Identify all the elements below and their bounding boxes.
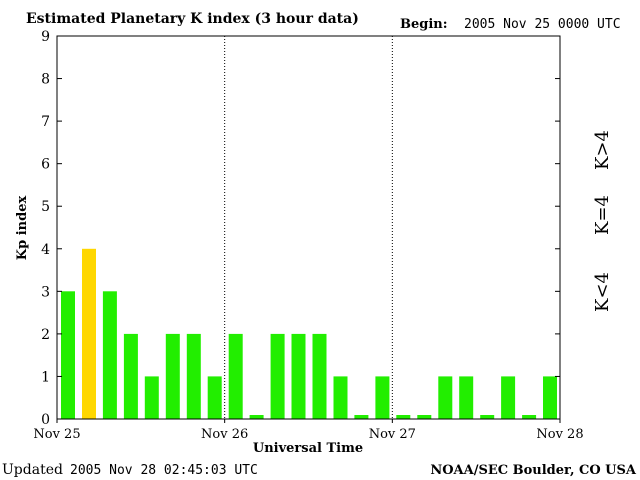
bar-18 xyxy=(438,376,452,419)
x-tick-label-1: Nov 26 xyxy=(201,427,248,442)
bar-16 xyxy=(396,415,410,419)
bar-9 xyxy=(250,415,264,419)
begin-value: 2005 Nov 25 0000 UTC xyxy=(464,17,621,32)
y-tick-label-2: 2 xyxy=(41,327,50,343)
y-axis-label: Kp index xyxy=(15,196,30,261)
y-tick-label-3: 3 xyxy=(41,284,50,300)
y-tick-label-0: 0 xyxy=(41,412,50,428)
updated-value: 2005 Nov 28 02:45:03 UTC xyxy=(70,463,258,478)
bar-19 xyxy=(459,376,473,419)
x-tick-label-3: Nov 28 xyxy=(536,427,583,442)
bar-23 xyxy=(543,376,557,419)
y-tick-label-7: 7 xyxy=(41,114,50,130)
chart-title: Estimated Planetary K index (3 hour data… xyxy=(26,11,359,27)
y-tick-label-8: 8 xyxy=(41,72,50,88)
bar-15 xyxy=(375,376,389,419)
bar-5 xyxy=(166,334,180,419)
legend-equal: K=4 xyxy=(592,195,613,235)
bar-13 xyxy=(334,376,348,419)
plot-area: 0 1 2 3 4 5 6 7 8 9 Nov 25 Nov 26 Nov 27 Nov 28 xyxy=(33,29,583,442)
x-tick-label-0: Nov 25 xyxy=(33,427,80,442)
bar-4 xyxy=(145,376,159,419)
bar-20 xyxy=(480,415,494,419)
bar-3 xyxy=(124,334,138,419)
y-tick-label-6: 6 xyxy=(41,157,50,173)
bar-14 xyxy=(354,415,368,419)
bar-11 xyxy=(292,334,306,419)
x-axis-label: Universal Time xyxy=(253,441,363,456)
legend-low: K<4 xyxy=(592,272,613,312)
y-tick-label-5: 5 xyxy=(41,199,50,215)
bar-2 xyxy=(103,291,117,419)
bar-0 xyxy=(61,291,75,419)
bar-8 xyxy=(229,334,243,419)
y-tick-label-4: 4 xyxy=(41,242,50,258)
updated-label: Updated xyxy=(2,462,63,478)
bar-21 xyxy=(501,376,515,419)
bar-1 xyxy=(82,249,96,419)
bar-22 xyxy=(522,415,536,419)
begin-label: Begin: xyxy=(400,17,448,32)
bar-10 xyxy=(271,334,285,419)
bar-7 xyxy=(208,376,222,419)
y-tick-label-9: 9 xyxy=(41,29,50,45)
y-tick-label-1: 1 xyxy=(41,369,50,385)
bar-6 xyxy=(187,334,201,419)
bar-17 xyxy=(417,415,431,419)
x-tick-label-2: Nov 27 xyxy=(369,427,416,442)
bar-12 xyxy=(313,334,327,419)
legend-high: K>4 xyxy=(592,130,613,170)
source-credit: NOAA/SEC Boulder, CO USA xyxy=(430,463,637,478)
